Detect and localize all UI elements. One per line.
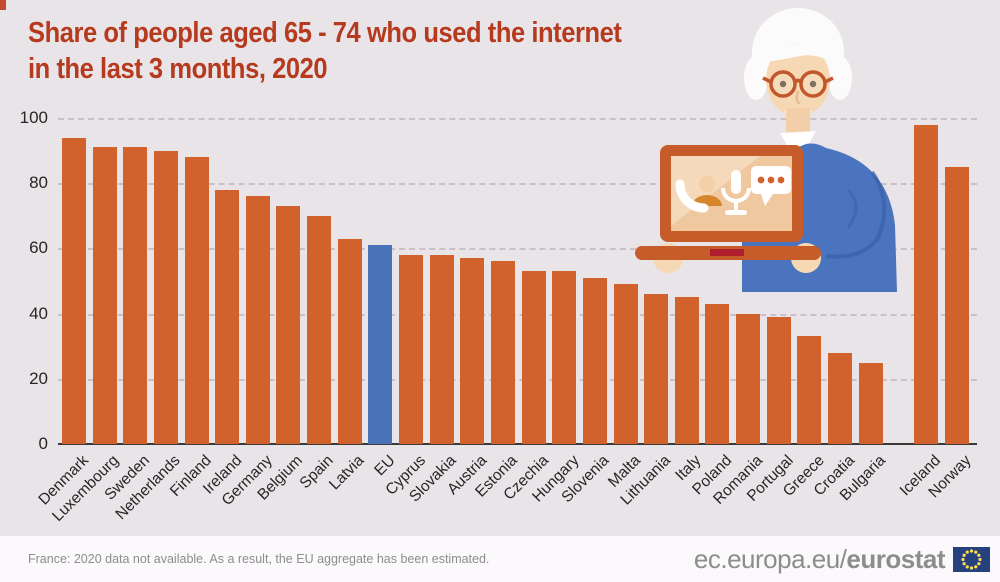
bar-denmark [62,137,86,444]
bar-cyprus [399,254,424,444]
bar-romania [736,313,761,444]
page-title-line1: Share of people aged 65 - 74 who used th… [28,17,622,49]
touchpad [710,249,744,256]
bar-finland [184,157,209,444]
y-axis-tick-label-60: 60 [29,238,48,258]
y-axis-tick-label-0: 0 [38,434,48,453]
bar-austria [460,258,485,444]
eye [779,80,787,88]
bar-sweden [123,147,148,444]
gridline-100 [58,118,977,120]
bar-iceland [914,124,939,444]
bar-germany [245,196,270,444]
bar-spain [307,215,332,444]
eurostat-logo: ec.europa.eu/eurostat [694,544,990,575]
x-axis-label-latvia: Latvia [326,452,368,494]
bar-poland [705,303,730,444]
footer-bar: France: 2020 data not available. As a re… [0,536,1000,582]
bar-netherlands [153,150,178,444]
chat-bubble-icon [751,166,791,206]
bar-slovakia [429,254,454,444]
nose [795,90,801,105]
gridline-20 [58,378,977,381]
bar-greece [797,336,822,444]
bar-malta [613,284,638,444]
phone-call-icon [675,179,709,213]
bar-norway [944,166,969,444]
bar-eu [368,245,393,444]
laptop-illustration [635,145,821,260]
elderly-person-illustration [635,8,897,292]
bar-bulgaria [858,362,883,444]
y-axis-tick-label-100: 100 [19,108,48,127]
page-title-line2: in the last 3 months, 2020 [28,52,328,85]
eye [809,80,817,88]
microphone-icon [721,170,751,215]
bar-croatia [828,352,852,444]
bar-belgium [276,206,301,444]
gridline-40 [58,313,977,316]
bar-estonia [490,261,515,444]
eu-flag-icon [953,546,990,572]
bar-latvia [337,238,362,444]
gridline-60 [58,248,977,251]
y-axis-tick-label-20: 20 [29,368,48,388]
bar-hungary [552,271,577,444]
eurostat-url[interactable]: ec.europa.eu/eurostat [693,543,946,574]
bar-ireland [215,189,240,444]
arm [825,170,887,259]
footer-note: France: 2020 data not available. As a re… [28,552,490,566]
y-axis-tick-label-40: 40 [29,303,48,323]
bar-lithuania [644,294,669,444]
bar-luxembourg [92,147,117,444]
y-axis-tick-label-80: 80 [29,173,48,193]
bar-italy [674,297,699,444]
x-axis-baseline [58,443,977,445]
bar-czechia [521,271,546,444]
gridline-80 [58,183,977,186]
page-title: Share of people aged 65 - 74 who used th… [28,16,622,88]
bar-portugal [766,316,791,444]
bar-slovenia [582,277,607,444]
corner-mark [0,0,6,10]
